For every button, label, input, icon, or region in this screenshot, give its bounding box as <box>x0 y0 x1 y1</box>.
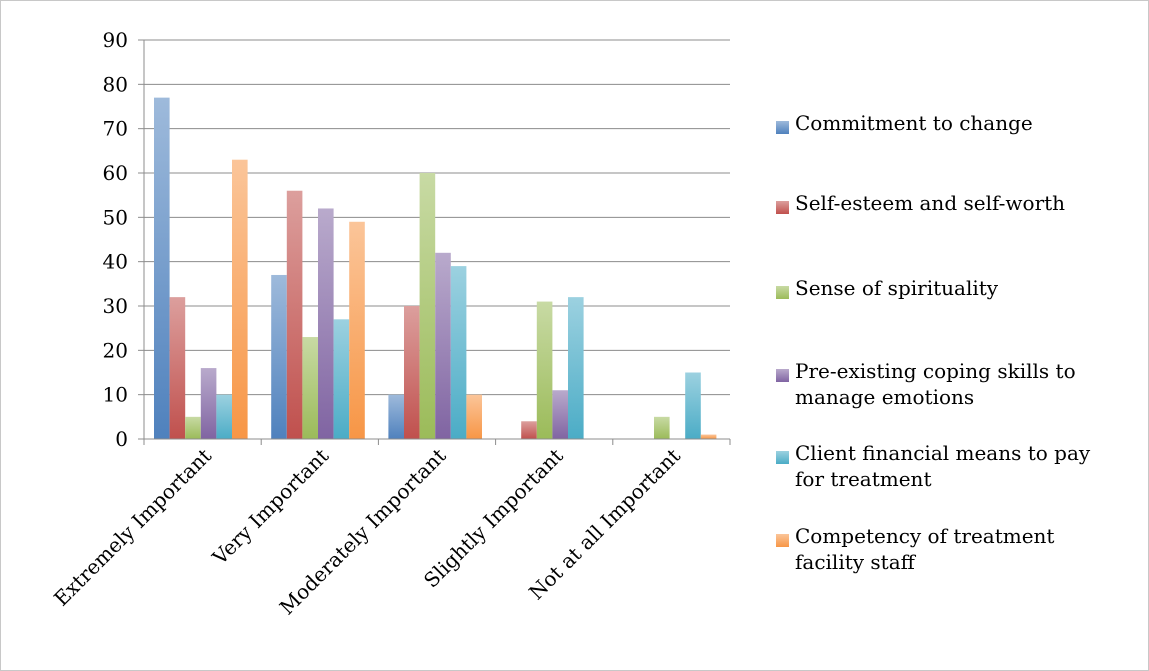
legend-item: Self-esteem and self-worth <box>776 190 1136 216</box>
legend-swatch <box>776 286 789 299</box>
bar <box>419 173 436 439</box>
bar <box>216 394 232 439</box>
legend-label: Client financial means to pay for treatm… <box>795 441 1091 491</box>
bars <box>154 97 717 439</box>
bar <box>552 390 568 439</box>
legend-swatch <box>776 121 789 134</box>
axes <box>143 40 731 445</box>
bar <box>185 416 201 439</box>
y-tick-label: 90 <box>103 28 128 52</box>
bar <box>169 297 186 439</box>
legend-label: Pre-existing coping skills to manage emo… <box>795 359 1076 409</box>
bar <box>536 301 553 439</box>
y-tick-label: 20 <box>103 338 128 362</box>
y-tick-label: 70 <box>103 117 128 141</box>
legend-item: Commitment to change <box>776 110 1136 136</box>
legend-item: Client financial means to pay for treatm… <box>776 440 1136 492</box>
bar <box>154 97 170 439</box>
bar <box>466 394 482 439</box>
bar <box>232 159 248 439</box>
x-category-label: Very Important <box>207 444 333 570</box>
bar <box>568 297 584 439</box>
bar <box>654 416 670 439</box>
bar <box>388 394 404 439</box>
bar <box>200 368 217 439</box>
bar <box>700 434 717 439</box>
legend-item: Competency of treatment facility staff <box>776 523 1136 575</box>
y-tick-label: 10 <box>103 383 128 407</box>
legend-swatch <box>776 201 789 214</box>
y-tick-label: 60 <box>103 161 128 185</box>
bar <box>685 372 701 439</box>
legend-label: Self-esteem and self-worth <box>795 191 1066 215</box>
bar <box>302 337 318 439</box>
y-tick-label: 30 <box>103 294 128 318</box>
bar <box>349 221 365 439</box>
bar <box>318 208 334 439</box>
bar <box>450 266 467 439</box>
y-tick-label: 0 <box>115 427 128 451</box>
y-tick-label: 50 <box>103 205 128 229</box>
x-category-label: Extremely Important <box>49 444 216 611</box>
legend-swatch <box>776 451 789 464</box>
bar <box>333 319 350 439</box>
bar <box>271 274 287 439</box>
y-tick-label: 80 <box>103 72 128 96</box>
y-axis-tick-labels: 0 10 20 30 40 50 60 70 80 90 <box>103 28 144 451</box>
y-tick-label: 40 <box>103 250 128 274</box>
bar <box>521 421 537 439</box>
legend-label: Sense of spirituality <box>795 276 999 300</box>
legend-label: Commitment to change <box>795 111 1033 135</box>
legend-swatch <box>776 534 789 547</box>
legend-swatch <box>776 369 789 382</box>
bar <box>435 252 451 439</box>
bar <box>286 190 303 439</box>
bar <box>404 306 420 439</box>
legend-item: Pre-existing coping skills to manage emo… <box>776 358 1136 410</box>
legend-item: Sense of spirituality <box>776 275 1136 301</box>
legend-label: Competency of treatment facility staff <box>795 524 1055 574</box>
